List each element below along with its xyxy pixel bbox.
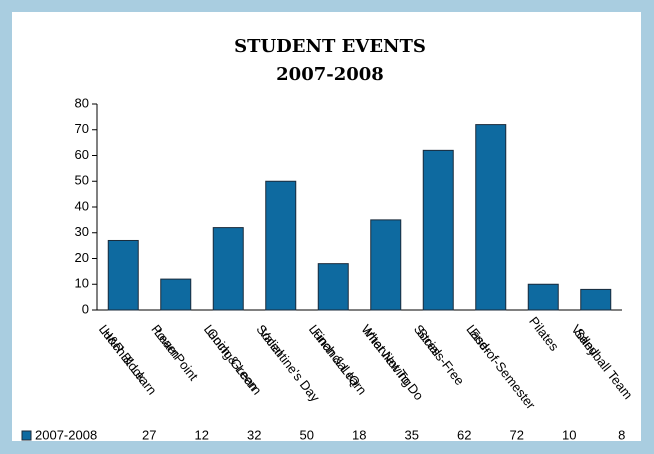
bar: [422, 149, 454, 311]
table-value: 72: [510, 427, 524, 442]
y-tick-label: 10: [75, 276, 89, 291]
table-value: 18: [352, 427, 366, 442]
y-tick-label: 70: [75, 121, 89, 136]
chart-subtitle: 2007-2008: [276, 64, 384, 85]
table-value: 35: [405, 427, 419, 442]
y-tick-label: 60: [75, 147, 89, 162]
bar: [265, 180, 297, 311]
chart-area: [12, 12, 641, 441]
y-tick-label: 40: [75, 198, 89, 213]
legend-swatch: [21, 430, 32, 441]
table-value: 27: [142, 427, 156, 442]
chart-title: STUDENT EVENTS: [234, 36, 426, 57]
bar: [160, 278, 192, 311]
y-tick-label: 80: [75, 95, 89, 110]
y-tick-label: 0: [82, 301, 89, 316]
table-value: 50: [300, 427, 314, 442]
bar: [580, 288, 612, 311]
bar: [212, 227, 244, 311]
table-value: 8: [618, 427, 625, 442]
y-tick-label: 50: [75, 173, 89, 188]
legend-label: 2007-2008: [35, 427, 97, 442]
table-value: 12: [195, 427, 209, 442]
y-tick-label: 20: [75, 250, 89, 265]
bar: [370, 219, 402, 311]
bar: [475, 124, 507, 311]
table-value: 10: [562, 427, 576, 442]
y-tick-label: 30: [75, 224, 89, 239]
table-value: 32: [247, 427, 261, 442]
bar: [107, 239, 139, 311]
bar: [317, 263, 349, 311]
bar: [527, 283, 559, 311]
table-value: 62: [457, 427, 471, 442]
